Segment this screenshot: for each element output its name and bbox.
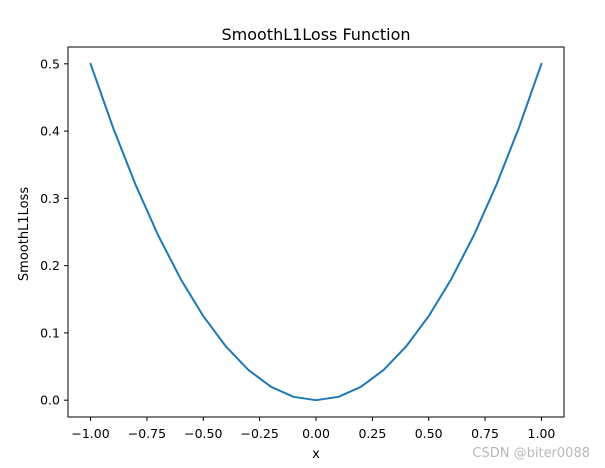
x-tick-label: 0.50 [415, 426, 443, 441]
y-tick-label: 0.0 [40, 393, 60, 408]
x-tick-label: 0.00 [302, 426, 330, 441]
series-line [89, 62, 543, 402]
x-tick-label: −0.25 [240, 426, 278, 441]
x-tick-label: −0.75 [128, 426, 166, 441]
y-axis-label: SmoothL1Loss [17, 187, 32, 281]
chart-title: SmoothL1Loss Function [221, 25, 410, 44]
x-axis-label: x [312, 447, 320, 462]
series-group [89, 62, 543, 402]
x-tick-label: 0.25 [358, 426, 386, 441]
y-tick-label: 0.1 [40, 325, 60, 340]
x-axis: −1.00 −0.75 −0.50 −0.25 0.00 0.25 0.50 0.75 1.00 [71, 417, 555, 441]
y-tick-label: 0.5 [40, 56, 60, 71]
x-tick-label: −0.50 [184, 426, 222, 441]
y-tick-label: 0.4 [40, 124, 60, 139]
watermark: CSDN @biter0088 [472, 446, 590, 461]
y-axis: 0.0 0.1 0.2 0.3 0.4 0.5 [40, 56, 68, 408]
x-tick-label: 0.75 [471, 426, 499, 441]
plot-area [67, 46, 565, 418]
y-tick-label: 0.3 [40, 191, 60, 206]
x-tick-label: 1.00 [528, 426, 556, 441]
y-tick-label: 0.2 [40, 258, 60, 273]
x-tick-label: −1.00 [71, 426, 109, 441]
